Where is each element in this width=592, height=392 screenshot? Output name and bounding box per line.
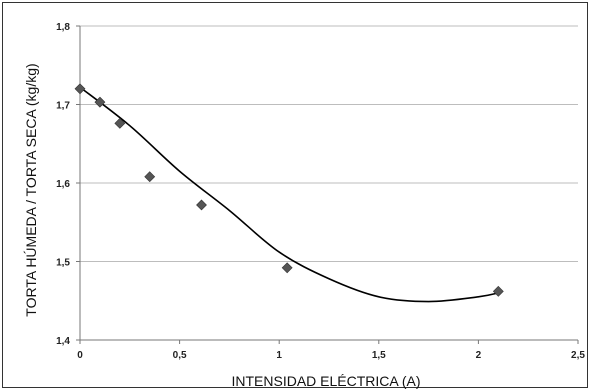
data-point-4: [196, 199, 207, 211]
y-tick-label-4: 1,8: [56, 22, 70, 33]
axes: [76, 25, 579, 344]
data-point-6: [492, 285, 504, 297]
tick-labels: 1,4 1,5 1,6 1,7 1,8 0 0,5 1 1,5 2 2,5: [56, 22, 585, 361]
x-tick-label-1: 0,5: [173, 350, 187, 361]
data-point-2: [114, 117, 126, 129]
x-tick-label-3: 1,5: [372, 350, 386, 361]
y-axis-label: TORTA HÚMEDA / TORTA SECA (kg/kg): [23, 63, 39, 316]
x-axis-label: INTENSIDAD ELÉCTRICA (A): [231, 373, 420, 389]
chart-frame: [2, 2, 588, 388]
data-points: [74, 83, 504, 297]
y-tick-label-3: 1,7: [56, 101, 70, 112]
grid-lines: [80, 25, 578, 341]
y-tick-label-2: 1,6: [56, 179, 70, 190]
trendline: [79, 86, 499, 303]
data-point-0: [74, 83, 86, 95]
trendline-layer: [79, 86, 499, 303]
x-tick-label-0: 0: [77, 350, 83, 361]
x-tick-label-4: 2: [476, 350, 482, 361]
data-point-5: [281, 262, 293, 274]
x-tick-label-5: 2,5: [571, 350, 585, 361]
y-tick-label-1: 1,5: [56, 258, 70, 269]
y-tick-label-0: 1,4: [56, 336, 70, 347]
x-tick-label-2: 1: [276, 350, 282, 361]
data-point-3: [144, 171, 156, 183]
data-point-1: [94, 96, 106, 108]
